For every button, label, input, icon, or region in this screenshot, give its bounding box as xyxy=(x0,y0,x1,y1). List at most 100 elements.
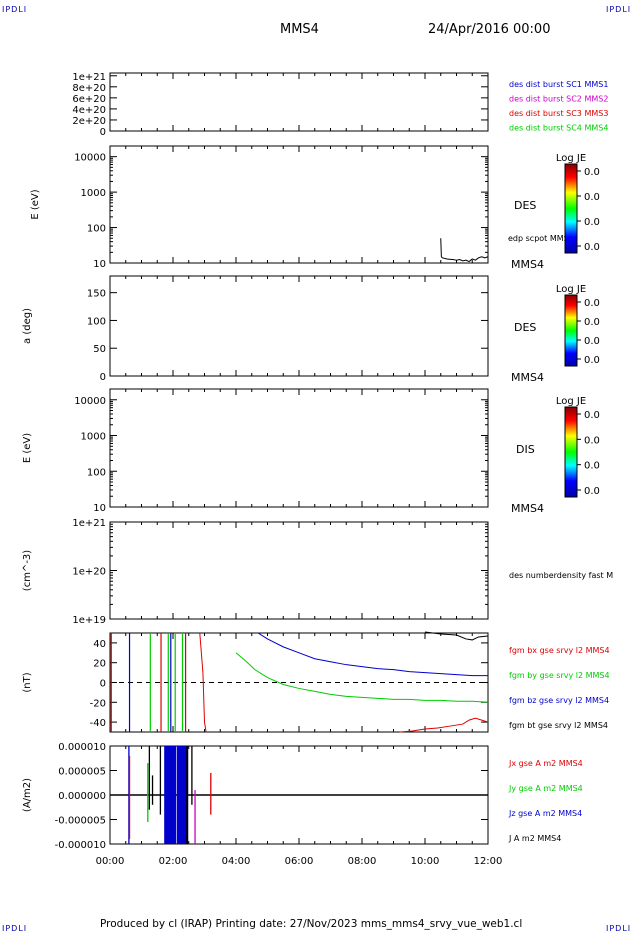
spacecraft-title: MMS4 xyxy=(280,22,319,37)
dis-energy-y-axis-label: E (eV) xyxy=(22,433,33,463)
colorbar-dis-energy xyxy=(564,406,578,498)
des-energy-y-axis-label: E (eV) xyxy=(30,189,41,219)
density-y-tick-label: 1e+19 xyxy=(72,615,106,626)
fgm-y-axis-label: (nT) xyxy=(22,672,33,692)
time-tick-label: 08:00 xyxy=(348,856,377,867)
current-jz-dense-band xyxy=(176,746,189,844)
corner-label-top-left: IPDLI xyxy=(2,5,28,14)
colorbar-des-energy-title: Log JE xyxy=(556,153,586,164)
colorbar-dis-energy-tick-label: 0.0 xyxy=(584,461,600,472)
colorbar-des-pitch xyxy=(564,294,578,367)
colorbar-des-pitch-tick-label: 0.0 xyxy=(584,336,600,347)
current-y-tick-label: -0.000010 xyxy=(55,840,106,851)
des-pitch-y-tick-label: 50 xyxy=(93,344,106,355)
corner-label-top-right: IPDLI xyxy=(606,5,630,14)
dis-energy-y-tick-label: 100 xyxy=(87,467,106,478)
time-tick-label: 02:00 xyxy=(159,856,188,867)
fgm-bx-early-segment xyxy=(199,632,207,733)
legend-entry: des dist burst SC3 MMS3 xyxy=(509,109,608,118)
fgm-series-line xyxy=(399,717,489,733)
current-y-tick-label: 0.000005 xyxy=(58,767,106,778)
fgm-y-tick-label: -20 xyxy=(90,698,106,709)
density-y-axis-label: (cm^-3) xyxy=(22,550,33,591)
current-y-axis-label: (A/m2) xyxy=(22,778,33,812)
fgm-y-tick-label: 0 xyxy=(100,679,106,690)
spacecraft-label: MMS4 xyxy=(511,371,544,384)
dist-burst-y-tick-label: 6e+20 xyxy=(72,94,106,105)
species-label-dis: DIS xyxy=(516,443,535,456)
fgm-y-tick-label: 40 xyxy=(93,639,106,650)
panel-dis-energy-frame xyxy=(109,388,489,508)
colorbar-des-energy-tick-label: 0.0 xyxy=(584,167,600,178)
panel-des-energy-frame xyxy=(109,145,489,264)
des-pitch-y-axis-label: a (deg) xyxy=(22,308,33,344)
dist-burst-y-tick-label: 2e+20 xyxy=(72,116,106,127)
panel-dist-burst-frame xyxy=(109,72,489,132)
legend-entry: Jy gse A m2 MMS4 xyxy=(508,784,583,793)
scpot-overlay-line xyxy=(440,238,489,263)
panel-density-frame xyxy=(109,521,489,620)
colorbar-des-pitch-title: Log JE xyxy=(556,284,586,295)
dist-burst-y-tick-label: 0 xyxy=(100,127,106,138)
des-energy-y-tick-label: 1000 xyxy=(81,188,106,199)
dis-energy-y-tick-label: 10000 xyxy=(74,396,106,407)
colorbar-dis-energy-tick-label: 0.0 xyxy=(584,435,600,446)
legend-entry: des numberdensity fast M xyxy=(509,571,613,580)
time-tick-label: 04:00 xyxy=(222,856,251,867)
legend-entry: fgm bt gse srvy l2 MMS4 xyxy=(509,721,608,730)
overlay-legend-scpot: edp scpot MMS4 xyxy=(508,234,574,243)
fgm-series-line xyxy=(424,631,489,641)
density-y-tick-label: 1e+21 xyxy=(72,518,106,529)
density-y-tick-label: 1e+20 xyxy=(72,567,106,578)
time-tick-label: 00:00 xyxy=(96,856,125,867)
colorbar-des-energy xyxy=(564,163,578,254)
legend-entry: J A m2 MMS4 xyxy=(508,834,561,843)
fgm-y-tick-label: 20 xyxy=(93,659,106,670)
colorbar-des-energy-tick-label: 0.0 xyxy=(584,217,600,228)
colorbar-des-pitch-tick-label: 0.0 xyxy=(584,317,600,328)
legend-entry: des dist burst SC1 MMS1 xyxy=(509,80,608,89)
colorbar-des-pitch-tick-label: 0.0 xyxy=(584,355,600,366)
des-energy-y-tick-label: 100 xyxy=(87,224,106,235)
dist-burst-y-tick-label: 1e+21 xyxy=(72,72,106,83)
dis-energy-y-tick-label: 1000 xyxy=(81,432,106,443)
dis-energy-y-tick-label: 10 xyxy=(93,503,106,514)
legend-entry: fgm by gse srvy l2 MMS4 xyxy=(509,671,610,680)
time-tick-label: 06:00 xyxy=(285,856,314,867)
fgm-series-line xyxy=(257,632,488,677)
legend-entry: des dist burst SC2 MMS2 xyxy=(509,95,608,104)
fgm-series-line xyxy=(235,652,489,703)
corner-label-bottom-right: IPDLI xyxy=(606,924,630,933)
colorbar-des-energy-tick-label: 0.0 xyxy=(584,242,600,253)
current-y-tick-label: 0.000000 xyxy=(58,791,106,802)
spacecraft-label: MMS4 xyxy=(511,502,544,515)
species-label-des: DES xyxy=(514,199,536,212)
dist-burst-y-tick-label: 8e+20 xyxy=(72,83,106,94)
des-pitch-y-tick-label: 100 xyxy=(87,316,106,327)
colorbar-des-pitch-tick-label: 0.0 xyxy=(584,298,600,309)
legend-entry: Jz gse A m2 MMS4 xyxy=(508,809,582,818)
colorbar-des-energy-tick-label: 0.0 xyxy=(584,192,600,203)
time-tick-label: 12:00 xyxy=(474,856,503,867)
time-tick-label: 10:00 xyxy=(411,856,440,867)
current-y-tick-label: 0.000010 xyxy=(58,742,106,753)
des-energy-y-tick-label: 10 xyxy=(93,259,106,270)
corner-label-bottom-left: IPDLI xyxy=(2,924,28,933)
des-pitch-y-tick-label: 0 xyxy=(100,372,106,383)
colorbar-dis-energy-tick-label: 0.0 xyxy=(584,486,600,497)
des-energy-y-tick-label: 10000 xyxy=(74,153,106,164)
des-pitch-y-tick-label: 150 xyxy=(87,289,106,300)
dist-burst-y-tick-label: 4e+20 xyxy=(72,105,106,116)
colorbar-dis-energy-title: Log JE xyxy=(556,396,586,407)
current-jz-dense-band xyxy=(164,746,177,844)
legend-entry: Jx gse A m2 MMS4 xyxy=(508,759,583,768)
legend-entry: fgm bx gse srvy l2 MMS4 xyxy=(509,646,610,655)
spacecraft-label: MMS4 xyxy=(511,258,544,271)
legend-entry: des dist burst SC4 MMS4 xyxy=(509,124,608,133)
date-title: 24/Apr/2016 00:00 xyxy=(428,22,551,37)
legend-entry: fgm bz gse srvy l2 MMS4 xyxy=(509,696,609,705)
fgm-y-tick-label: -40 xyxy=(90,718,106,729)
footer-credits: Produced by cl (IRAP) Printing date: 27/… xyxy=(100,918,523,930)
colorbar-dis-energy-tick-label: 0.0 xyxy=(584,410,600,421)
